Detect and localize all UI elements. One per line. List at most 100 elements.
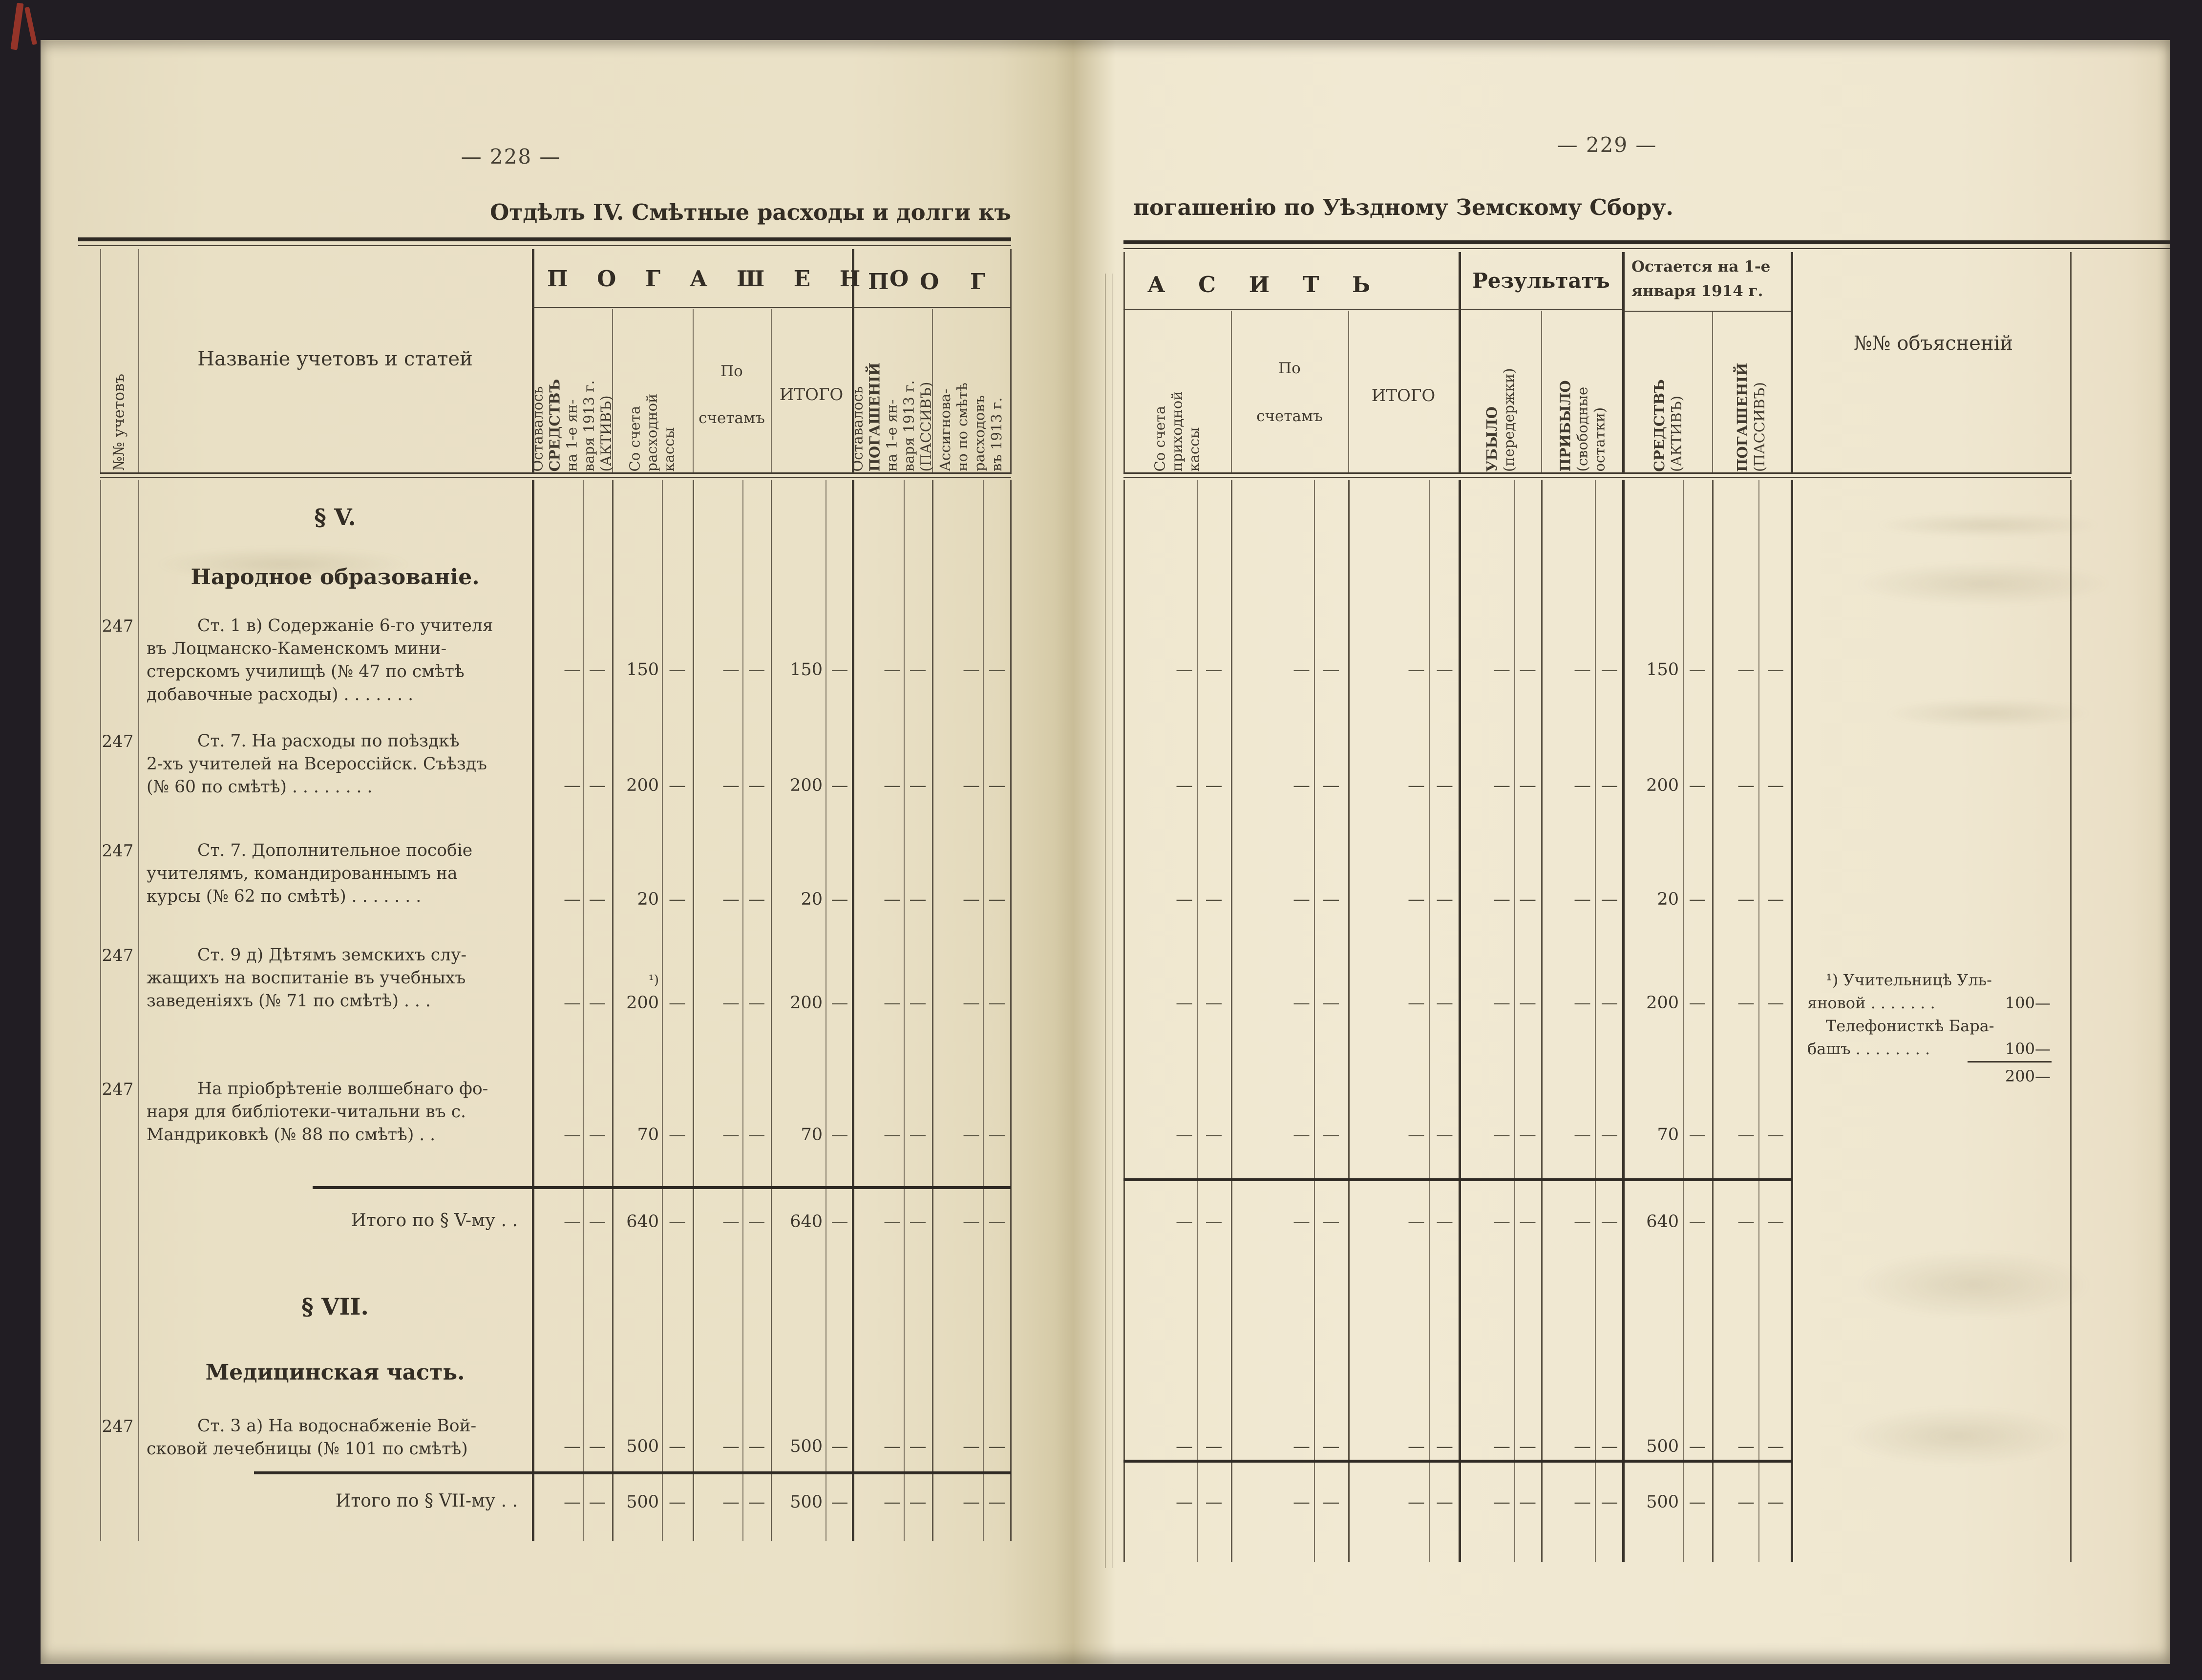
- row-label: Ст. 1 в) Содержаніе 6-го учителя въ Лоцма…: [147, 616, 493, 704]
- cell: —: [1408, 1212, 1425, 1232]
- column-group-rezultat: Результатъ: [1472, 269, 1610, 293]
- row-account-no: 247: [102, 841, 134, 861]
- footnote-amount: 100—: [2005, 1040, 2051, 1058]
- cell: —: [1767, 1125, 1784, 1145]
- cell: —: [1408, 1125, 1425, 1145]
- bleed-through: [1856, 1251, 2091, 1319]
- cell: —: [1601, 993, 1618, 1013]
- section-title-right: погашенію по Уѣздному Земскому Сбору.: [1133, 194, 1673, 220]
- cell: —: [1601, 1212, 1618, 1232]
- cell: —: [1519, 993, 1536, 1013]
- cell: 20: [637, 890, 659, 909]
- cell: —: [909, 1212, 927, 1232]
- subtotal-label-vii: Итого по § VII-му . .: [335, 1491, 518, 1511]
- column-header-po-schetam-r: По: [1278, 360, 1301, 377]
- cell: —: [988, 993, 1006, 1013]
- cell: —: [748, 890, 765, 909]
- cell: —: [1408, 660, 1425, 680]
- table-rule: [1010, 249, 1012, 474]
- cell: 640: [1646, 1212, 1679, 1232]
- table-rule: [138, 249, 139, 474]
- table-rule: [1622, 252, 1625, 474]
- cell: —: [1519, 776, 1536, 795]
- cell: —: [909, 890, 927, 909]
- cell: —: [909, 1492, 927, 1512]
- cell: —: [589, 1212, 606, 1232]
- cell: —: [1493, 1492, 1510, 1512]
- cell: 200: [790, 993, 823, 1013]
- cell: —: [1689, 890, 1706, 909]
- table-rule: [932, 309, 933, 474]
- top-rule-left: [78, 237, 1011, 241]
- book-pages: [41, 40, 2170, 1664]
- subtotal-rule: [313, 1186, 1011, 1189]
- table-rule: [1622, 311, 1791, 312]
- row-account-no: 247: [102, 1080, 134, 1099]
- cell: —: [884, 993, 901, 1013]
- cell: —: [564, 1212, 581, 1232]
- cell: —: [1176, 660, 1193, 680]
- table-rule: [742, 480, 743, 1541]
- column-group-pog: П О Г: [868, 269, 997, 295]
- table-rule: [1123, 480, 1125, 1562]
- column-group-pogasheno: П О Г А Ш Е Н О: [547, 266, 920, 292]
- cell: —: [963, 1125, 980, 1145]
- cell: —: [1737, 1437, 1755, 1456]
- cell: —: [748, 776, 765, 795]
- cell: —: [1601, 1492, 1618, 1512]
- footnote-sum-rule: [1968, 1061, 2052, 1063]
- row-label: Ст. 7. На расходы по поѣздкѣ 2-хъ учителе…: [147, 731, 487, 797]
- table-rule: [1459, 252, 1461, 474]
- cell: —: [1601, 776, 1618, 795]
- cell: —: [564, 1492, 581, 1512]
- column-header-po-schetam-r2: счетамъ: [1256, 407, 1323, 425]
- cell: —: [1737, 776, 1755, 795]
- cell: —: [1408, 993, 1425, 1013]
- cell: —: [963, 660, 980, 680]
- cell: —: [1574, 1125, 1591, 1145]
- cell: —: [748, 660, 765, 680]
- bleed-through: [1856, 562, 2110, 606]
- cell: —: [589, 776, 606, 795]
- table-rule: [693, 480, 694, 1541]
- cell: —: [1205, 776, 1223, 795]
- section-title-left: Отдѣлъ IV. Смѣтные расходы и долги къ: [490, 199, 1011, 225]
- cell: —: [1436, 890, 1453, 909]
- cell: —: [1408, 1437, 1425, 1456]
- column-header-pogasheniy-1913: Оставалось ПОГАШЕНІЙ на 1-е ян-варя 1913 г…: [849, 362, 934, 472]
- column-group-asit: А С И Т Ь: [1147, 272, 1383, 298]
- cell: —: [748, 1212, 765, 1232]
- cell: 150: [1646, 660, 1679, 680]
- table-rule: [1758, 480, 1759, 1562]
- table-rule: [1712, 480, 1714, 1562]
- cell: —: [564, 776, 581, 795]
- cell: —: [589, 660, 606, 680]
- table-rule: [100, 472, 1011, 474]
- page-number-right: — 229 —: [1557, 133, 1657, 157]
- cell: —: [831, 890, 848, 909]
- cell: —: [669, 776, 686, 795]
- table-rule: [662, 480, 663, 1541]
- cell: —: [884, 776, 901, 795]
- cell: —: [909, 660, 927, 680]
- table-rule: [612, 309, 613, 474]
- footnote-line: ¹) Учительницѣ Уль-: [1826, 971, 1992, 989]
- cell: 200: [626, 776, 659, 795]
- cell: —: [1176, 890, 1193, 909]
- cell: —: [1574, 1437, 1591, 1456]
- column-header-itogo-r: ИТОГО: [1371, 386, 1436, 405]
- cell: —: [1493, 1437, 1510, 1456]
- table-rule: [1123, 477, 2071, 478]
- cell: —: [1737, 993, 1755, 1013]
- row-account-no: 247: [102, 732, 134, 751]
- cell: —: [1436, 660, 1453, 680]
- column-header-itogo: ИТОГО: [779, 385, 844, 404]
- column-header-pribylo: ПРИБЫЛО (свободные остатки): [1557, 380, 1608, 472]
- column-header-prihodnoy: Со счета приходной кассы: [1151, 391, 1203, 472]
- column-header-sredstv-1914: СРЕДСТВЪ (АКТИВЪ): [1651, 379, 1685, 472]
- cell: 20: [801, 890, 823, 909]
- cell: —: [589, 993, 606, 1013]
- cell: —: [988, 890, 1006, 909]
- footnote-line: башъ . . . . . . . . 100—: [1807, 1040, 2051, 1058]
- table-rule: [2070, 252, 2072, 474]
